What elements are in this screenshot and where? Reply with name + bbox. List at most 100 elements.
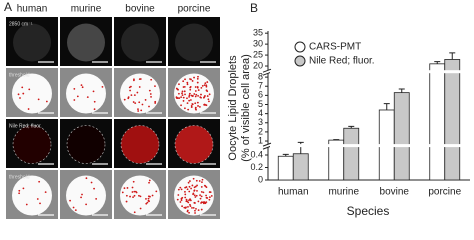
droplet bbox=[72, 206, 75, 209]
droplet bbox=[190, 78, 192, 81]
droplet bbox=[205, 89, 208, 92]
droplet bbox=[138, 78, 141, 80]
y-tick-label: 3 bbox=[258, 117, 263, 127]
droplet bbox=[186, 81, 189, 84]
droplet bbox=[127, 96, 130, 99]
droplet bbox=[188, 199, 190, 202]
droplet bbox=[185, 186, 188, 188]
droplet bbox=[188, 211, 190, 214]
y-tick-label: 0.2 bbox=[250, 162, 263, 172]
error-bar bbox=[383, 103, 390, 110]
x-tick-label: human bbox=[278, 187, 309, 198]
droplet bbox=[184, 207, 187, 209]
droplet bbox=[81, 193, 83, 196]
y-tick-label: 5 bbox=[258, 99, 263, 109]
droplet bbox=[196, 85, 199, 88]
droplet bbox=[45, 100, 48, 103]
droplet bbox=[178, 83, 180, 86]
droplet bbox=[151, 194, 154, 197]
droplet bbox=[139, 207, 142, 210]
droplet bbox=[123, 187, 126, 190]
droplet bbox=[80, 84, 83, 86]
droplet bbox=[200, 96, 202, 99]
droplet bbox=[200, 186, 203, 188]
droplet bbox=[101, 85, 104, 88]
droplet bbox=[44, 191, 47, 194]
droplet bbox=[18, 192, 21, 195]
droplet bbox=[205, 186, 208, 189]
droplet bbox=[92, 90, 95, 93]
row-label: 2850 cm⁻¹ bbox=[9, 21, 33, 27]
droplet bbox=[209, 191, 212, 194]
droplet bbox=[133, 94, 136, 97]
droplet bbox=[187, 108, 190, 111]
droplet bbox=[193, 76, 195, 79]
droplet bbox=[25, 203, 28, 206]
column-label: human bbox=[17, 4, 48, 15]
droplet bbox=[93, 100, 96, 103]
droplet bbox=[192, 192, 195, 195]
error-bar bbox=[282, 153, 289, 157]
droplet bbox=[200, 208, 203, 211]
cell bbox=[174, 125, 214, 164]
droplet bbox=[201, 178, 204, 181]
droplet bbox=[186, 210, 189, 213]
droplet bbox=[146, 201, 149, 204]
droplet bbox=[192, 206, 195, 209]
droplet bbox=[123, 98, 126, 101]
droplet bbox=[69, 199, 71, 202]
column-label: murine bbox=[71, 4, 102, 15]
cell bbox=[175, 23, 213, 62]
droplet bbox=[193, 93, 196, 95]
droplet bbox=[206, 197, 209, 199]
droplet bbox=[200, 190, 203, 193]
droplet bbox=[154, 102, 157, 104]
droplet bbox=[178, 97, 181, 100]
droplet bbox=[184, 78, 186, 81]
cell bbox=[66, 175, 106, 216]
x-tick-label: porcine bbox=[428, 187, 461, 198]
droplet bbox=[190, 187, 192, 190]
droplet bbox=[76, 95, 79, 98]
y-axis-label: (% of visible cell area) bbox=[240, 54, 252, 162]
panel-label: B bbox=[250, 1, 258, 15]
droplet bbox=[176, 198, 179, 201]
droplet bbox=[193, 194, 196, 197]
droplet bbox=[81, 86, 84, 89]
droplet bbox=[147, 195, 150, 198]
droplet bbox=[188, 94, 191, 97]
legend-swatch bbox=[294, 41, 306, 53]
droplet bbox=[74, 209, 77, 212]
droplet bbox=[194, 102, 197, 105]
droplet bbox=[197, 94, 199, 97]
droplet bbox=[196, 189, 198, 192]
droplet bbox=[194, 106, 197, 109]
droplet bbox=[137, 108, 139, 111]
droplet bbox=[137, 110, 140, 112]
droplet bbox=[149, 93, 152, 95]
droplet bbox=[189, 205, 192, 208]
droplet bbox=[208, 196, 211, 199]
droplet bbox=[182, 100, 185, 102]
droplet bbox=[183, 85, 186, 88]
droplet bbox=[185, 198, 188, 201]
droplet bbox=[189, 199, 192, 202]
droplet bbox=[203, 184, 206, 187]
y-tick-label: 25 bbox=[253, 49, 263, 59]
droplet bbox=[150, 78, 153, 81]
droplet bbox=[195, 207, 197, 210]
droplet bbox=[134, 102, 137, 105]
droplet bbox=[204, 82, 207, 85]
droplet bbox=[181, 205, 183, 208]
droplet bbox=[28, 88, 31, 91]
droplet bbox=[85, 177, 88, 180]
droplet bbox=[27, 108, 30, 110]
cell bbox=[12, 125, 52, 164]
droplet bbox=[206, 81, 209, 83]
droplet bbox=[188, 180, 191, 182]
droplet bbox=[196, 184, 198, 187]
droplet bbox=[145, 202, 148, 205]
y-tick-label: 6 bbox=[258, 90, 263, 100]
x-tick-label: murine bbox=[328, 187, 359, 198]
droplet bbox=[147, 197, 150, 200]
